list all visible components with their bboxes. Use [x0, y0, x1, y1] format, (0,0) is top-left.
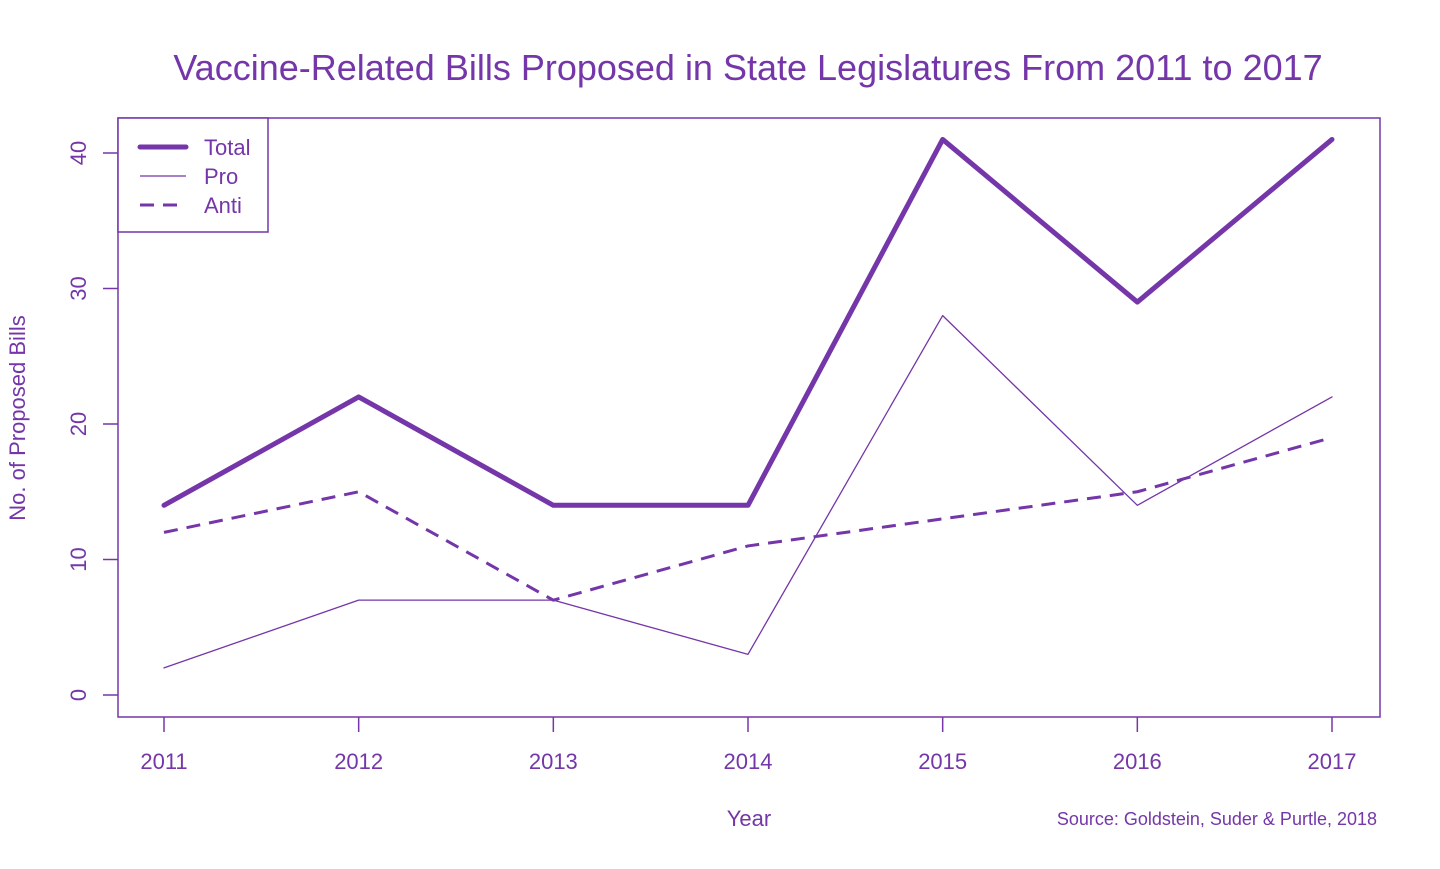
x-tick-label: 2011 — [140, 749, 187, 774]
x-tick-label: 2016 — [1113, 749, 1162, 774]
legend: Total Pro Anti — [118, 118, 268, 232]
source-note: Source: Goldstein, Suder & Purtle, 2018 — [1057, 809, 1377, 829]
x-axis: 2011 2012 2013 2014 2015 2016 2017 — [140, 717, 1356, 774]
plot-frame — [118, 118, 1380, 717]
y-axis-label: No. of Proposed Bills — [5, 315, 30, 520]
legend-label-total: Total — [204, 135, 250, 160]
y-tick-label: 10 — [66, 547, 91, 571]
x-tick-label: 2015 — [918, 749, 967, 774]
series-group — [164, 139, 1332, 668]
series-line-total — [164, 139, 1332, 505]
legend-label-pro: Pro — [204, 164, 238, 189]
y-tick-label: 40 — [66, 141, 91, 165]
x-axis-label: Year — [727, 806, 771, 831]
series-line-pro — [164, 316, 1332, 668]
y-tick-label: 30 — [66, 276, 91, 300]
chart-title: Vaccine-Related Bills Proposed in State … — [173, 47, 1322, 88]
x-tick-label: 2017 — [1308, 749, 1357, 774]
x-tick-label: 2013 — [529, 749, 578, 774]
y-axis: 0 10 20 30 40 — [66, 141, 118, 701]
y-tick-label: 20 — [66, 412, 91, 436]
x-tick-label: 2012 — [334, 749, 383, 774]
y-tick-label: 0 — [66, 689, 91, 701]
legend-label-anti: Anti — [204, 193, 242, 218]
x-tick-label: 2014 — [724, 749, 773, 774]
series-line-anti — [164, 438, 1332, 601]
